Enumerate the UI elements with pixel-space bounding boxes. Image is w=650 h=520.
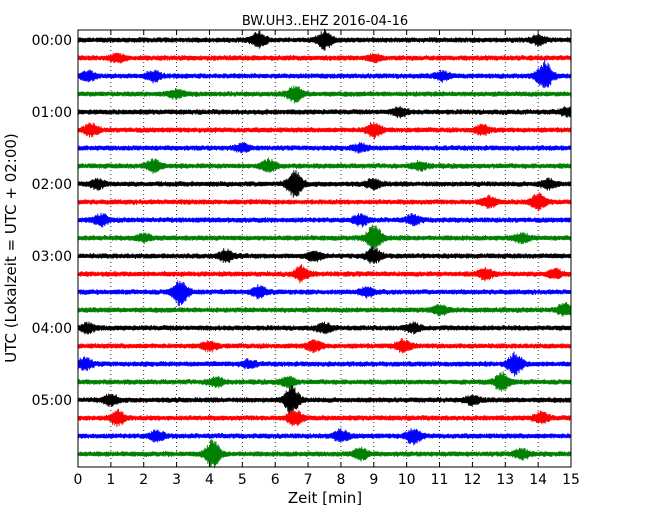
x-tick-label: 7 — [304, 472, 313, 488]
x-tick-label: 10 — [398, 472, 416, 488]
trace-line — [77, 338, 572, 354]
x-tick-label: 1 — [106, 472, 115, 488]
x-tick-label: 0 — [74, 472, 83, 488]
trace-line — [77, 246, 572, 264]
y-tick-label: 05:00 — [32, 393, 72, 409]
y-tick-label: 02:00 — [32, 177, 72, 193]
x-tick-label: 15 — [562, 472, 580, 488]
trace-line — [77, 59, 572, 89]
trace-line — [77, 351, 572, 377]
trace-line — [77, 142, 572, 154]
x-tick-label: 8 — [336, 472, 345, 488]
trace-line — [77, 408, 572, 428]
trace-line — [77, 439, 572, 469]
x-tick-label: 5 — [238, 472, 247, 488]
trace-line — [77, 301, 572, 317]
trace-line — [77, 385, 572, 415]
trace-layer — [77, 28, 572, 469]
trace-line — [77, 105, 572, 119]
x-tick-label: 2 — [139, 472, 148, 488]
x-tick-label: 4 — [205, 472, 214, 488]
trace-line — [77, 321, 572, 335]
trace-line — [77, 121, 572, 140]
trace-line — [77, 371, 572, 392]
trace-line — [77, 169, 572, 198]
y-tick-label: 00:00 — [32, 33, 72, 49]
x-tick-label: 3 — [172, 472, 181, 488]
trace-line — [77, 192, 572, 212]
y-tick-label: 01:00 — [32, 105, 72, 121]
trace-line — [77, 224, 572, 250]
trace-line — [77, 157, 572, 174]
x-tick-label: 12 — [463, 472, 481, 488]
trace-line — [77, 85, 572, 104]
y-tick-label: 03:00 — [32, 249, 72, 265]
trace-line — [77, 280, 572, 307]
trace-line — [77, 428, 572, 446]
x-tick-label: 13 — [496, 472, 514, 488]
vertical-grid — [110, 30, 539, 467]
plot-frame — [77, 29, 572, 468]
y-tick-label: 04:00 — [32, 321, 72, 337]
x-axis-ticks: 0 1 2 3 4 5 6 7 8 9 10 11 12 13 14 15 — [74, 30, 580, 488]
trace-line — [77, 212, 572, 228]
trace-line — [77, 28, 572, 51]
y-axis-label: UTC (Lokalzeit = UTC + 02:00) — [2, 133, 20, 363]
trace-line — [77, 52, 572, 64]
x-tick-label: 11 — [431, 472, 449, 488]
trace-line — [77, 264, 572, 284]
x-axis-label: Zeit [min] — [288, 489, 362, 507]
chart-title: BW.UH3..EHZ 2016-04-16 — [242, 14, 408, 29]
x-tick-label: 6 — [271, 472, 280, 488]
x-tick-label: 9 — [369, 472, 378, 488]
x-tick-label: 14 — [529, 472, 547, 488]
y-axis-ticks: 00:00 01:00 02:00 03:00 04:00 05:00 — [32, 33, 571, 409]
